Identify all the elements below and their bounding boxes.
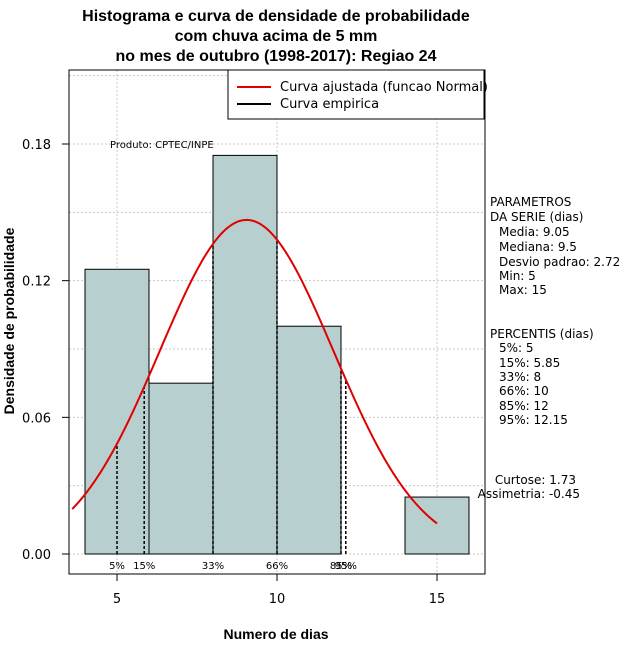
legend-box (227, 69, 485, 120)
percentile-label-0: 5% (109, 561, 125, 572)
parametros-heading-2: DA SERIE (dias) (490, 210, 583, 224)
percentile-label-4: 85% (330, 561, 352, 572)
legend-label-fitted: Curva ajustada (funcao Normal) (280, 80, 488, 95)
x-tick-label-2: 15 (429, 592, 446, 607)
histogram-bars (84, 154, 470, 555)
param-stdev: Desvio padrao: 2.72 (499, 255, 620, 269)
x-tick-label-0: 5 (113, 592, 121, 607)
legend: Curva ajustada (funcao Normal) Curva emp… (227, 69, 488, 120)
y-tick-label-0: 0.00 (22, 548, 51, 563)
x-axis-title: Numero de dias (223, 626, 328, 642)
percentile-label-3: 66% (266, 561, 288, 572)
normal-curve-line (71, 218, 438, 525)
percentil-5: 5%: 5 (499, 341, 534, 355)
histogram-bar-5 (404, 496, 470, 555)
parametros-heading-1: PARAMETROS (490, 195, 571, 209)
percentil-66: 66%: 10 (499, 384, 549, 398)
x-tick-label-1: 10 (269, 592, 286, 607)
chart-title-line-2: com chuva acima de 5 mm (175, 28, 378, 45)
y-tick-label-2: 0.12 (22, 275, 51, 290)
skewness: Assimetria: -0.45 (478, 487, 580, 501)
chart-title-line-3: no mes de outubro (1998-2017): Regiao 24 (116, 48, 437, 65)
histogram-bar-3 (276, 325, 342, 555)
param-max: Max: 15 (499, 283, 547, 297)
chart-title-line-1: Histograma e curva de densidade de proba… (82, 8, 470, 25)
percentile-label-1: 15% (133, 561, 155, 572)
percentiles-panel: PERCENTIS (dias) 5%: 5 15%: 5.85 33%: 8 … (490, 327, 594, 427)
y-tick-label-1: 0.06 (22, 411, 51, 426)
kurtosis: Curtose: 1.73 (495, 473, 576, 487)
percentil-95: 95%: 12.15 (499, 413, 568, 427)
product-annotation: Produto: CPTEC/INPE (110, 140, 214, 151)
percentile-label-5: 95% (335, 561, 357, 572)
param-mean: Media: 9.05 (499, 225, 570, 239)
param-min: Min: 5 (499, 269, 536, 283)
percentil-33: 33%: 8 (499, 370, 541, 384)
percentis-heading: PERCENTIS (dias) (490, 327, 594, 341)
legend-label-empirical: Curva empirica (280, 97, 379, 112)
percentil-85: 85%: 12 (499, 399, 549, 413)
y-tick-label-3: 0.18 (22, 138, 51, 153)
normal-curve (71, 218, 438, 525)
histogram-bar-1 (148, 382, 214, 555)
percentil-15: 15%: 5.85 (499, 356, 560, 370)
y-axis-title: Densidade de probabilidade (1, 227, 17, 414)
histogram-bar-2 (212, 154, 278, 555)
percentile-lines: 5% 15% 33% 66% 85%95% (109, 239, 357, 572)
axis-ticks: 5 10 15 0.00 0.06 0.12 0.18 (22, 138, 445, 607)
percentile-label-2: 33% (202, 561, 224, 572)
shape-stats: Curtose: 1.73 Assimetria: -0.45 (478, 473, 580, 501)
param-median: Mediana: 9.5 (499, 240, 577, 254)
series-parameters: PARAMETROS DA SERIE (dias) Media: 9.05 M… (490, 195, 620, 297)
